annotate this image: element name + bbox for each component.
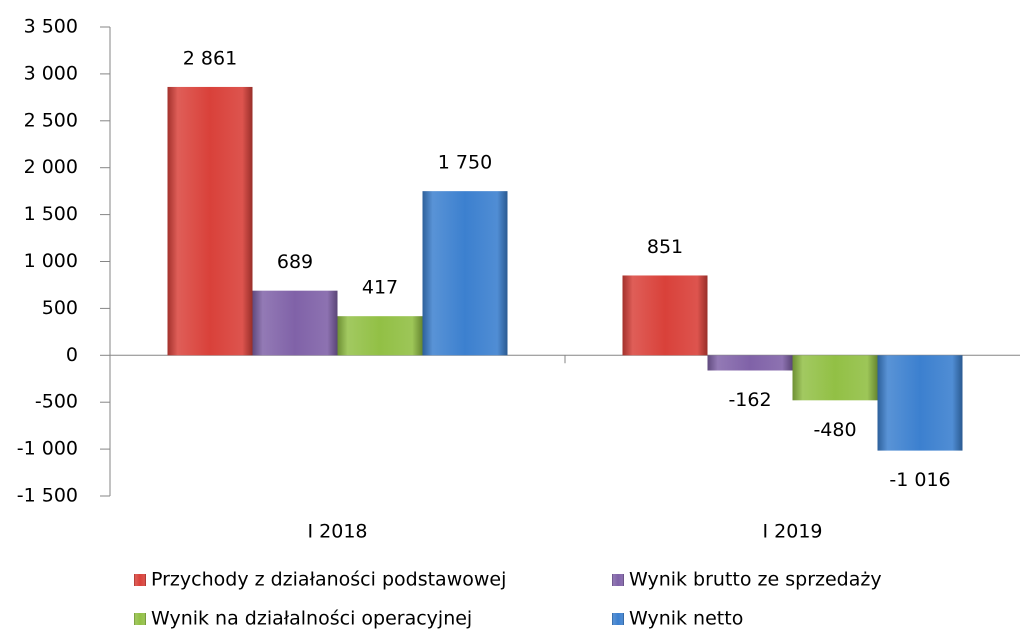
legend-marker bbox=[134, 574, 146, 586]
y-tick-label: 0 bbox=[66, 344, 78, 366]
bar bbox=[877, 355, 963, 451]
bar bbox=[337, 316, 423, 356]
y-tick-label: 3 500 bbox=[24, 16, 78, 38]
value-label: 1 750 bbox=[438, 152, 492, 174]
value-label: -480 bbox=[813, 419, 856, 441]
y-tick-label: 2 000 bbox=[24, 156, 78, 178]
bar bbox=[707, 355, 793, 371]
y-tick-label: 1 000 bbox=[24, 250, 78, 272]
value-label: -1 016 bbox=[889, 469, 950, 491]
legend-label: Wynik brutto ze sprzedaży bbox=[629, 569, 882, 591]
y-tick-label: 3 000 bbox=[24, 62, 78, 84]
legend-marker bbox=[134, 613, 146, 625]
value-label: 689 bbox=[277, 251, 313, 273]
bar bbox=[792, 355, 878, 401]
y-tick-label: -500 bbox=[35, 391, 78, 413]
bar bbox=[252, 290, 338, 356]
legend-marker bbox=[612, 613, 624, 625]
x-tick-label: I 2019 bbox=[763, 521, 823, 543]
value-label: -162 bbox=[728, 389, 771, 411]
y-tick-label: -1 500 bbox=[17, 485, 78, 507]
value-label: 417 bbox=[362, 277, 398, 299]
value-label: 2 861 bbox=[183, 47, 237, 69]
x-tick-label: I 2018 bbox=[308, 521, 368, 543]
value-label: 851 bbox=[647, 236, 683, 258]
legend-label: Wynik na działalności operacyjnej bbox=[151, 608, 472, 630]
y-tick-label: -1 000 bbox=[17, 438, 78, 460]
legend-label: Przychody z działaności podstawowej bbox=[151, 569, 506, 591]
bar bbox=[167, 86, 253, 356]
y-tick-label: 1 500 bbox=[24, 203, 78, 225]
y-tick-label: 2 500 bbox=[24, 109, 78, 131]
y-tick-label: 500 bbox=[42, 297, 78, 319]
bar bbox=[422, 191, 508, 356]
legend-marker bbox=[612, 574, 624, 586]
legend-label: Wynik netto bbox=[629, 608, 743, 630]
bar bbox=[622, 275, 708, 356]
